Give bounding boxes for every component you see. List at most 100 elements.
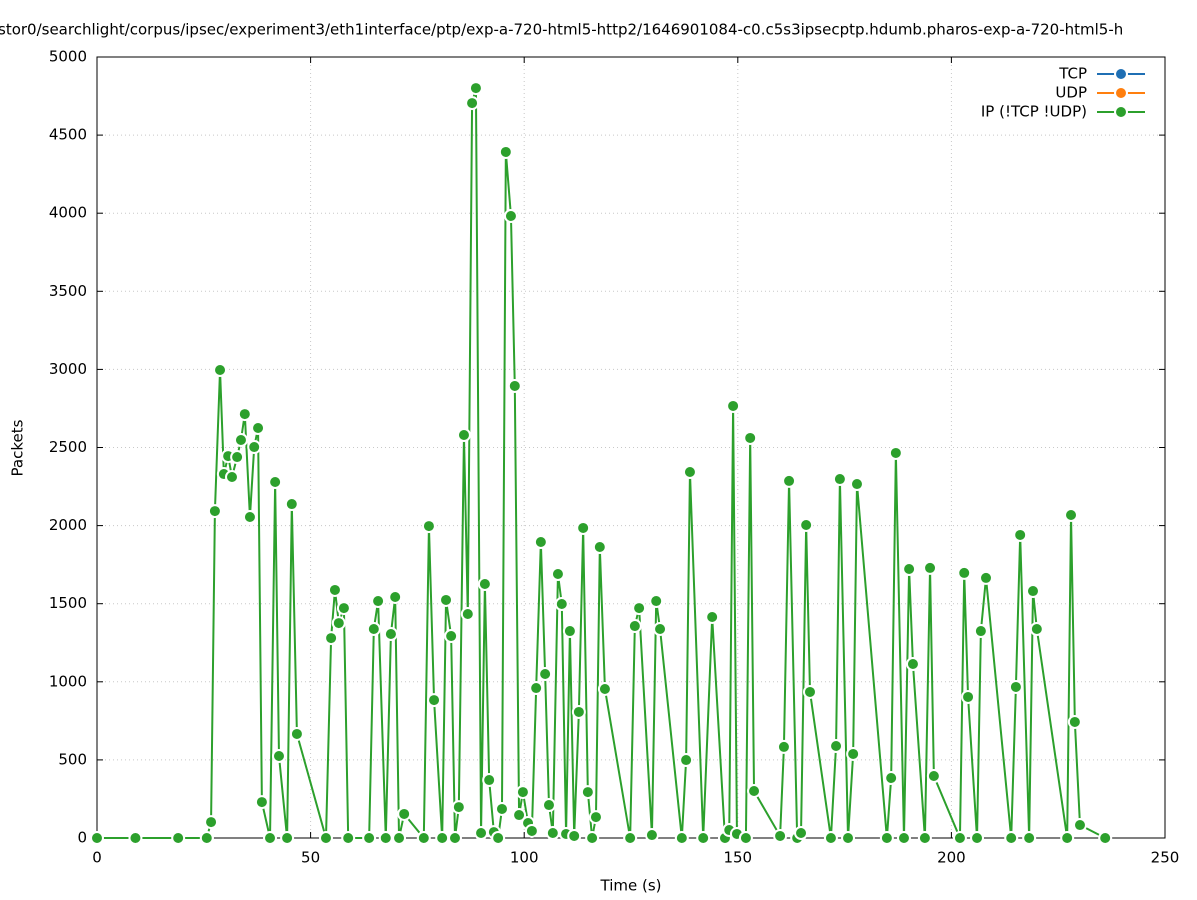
y-tick-label: 3500: [49, 282, 87, 300]
data-point: [383, 627, 398, 642]
x-tick-label: 0: [92, 849, 102, 867]
data-point: [952, 831, 967, 845]
data-point: [849, 477, 864, 492]
data-point: [1022, 831, 1037, 845]
data-point: [242, 510, 257, 525]
data-point: [427, 693, 442, 708]
data-point: [802, 684, 817, 699]
series-line: [97, 87, 1106, 842]
x-tick-label: 200: [937, 849, 966, 867]
data-point: [773, 828, 788, 843]
x-tick-label: 100: [510, 849, 539, 867]
data-point: [592, 539, 607, 554]
data-point: [1072, 818, 1087, 833]
data-point: [421, 519, 436, 534]
data-point: [491, 831, 506, 845]
legend-label: IP (!TCP !UDP): [981, 103, 1087, 121]
data-point: [280, 831, 295, 845]
data-point: [841, 831, 856, 845]
data-point: [1060, 831, 1075, 845]
data-point: [571, 704, 586, 719]
data-point: [230, 450, 245, 465]
y-tick-label: 4000: [49, 204, 87, 222]
data-point: [917, 831, 932, 845]
data-point: [550, 567, 565, 582]
data-point: [444, 629, 459, 644]
data-point: [435, 831, 450, 845]
legend-label: UDP: [1055, 84, 1087, 102]
data-point: [341, 831, 356, 845]
y-tick-label: 0: [77, 829, 87, 847]
data-point: [271, 748, 286, 763]
data-point: [597, 681, 612, 696]
data-point: [237, 407, 252, 422]
legend-label: TCP: [1058, 65, 1087, 83]
y-tick-label: 1000: [49, 672, 87, 690]
data-point: [973, 624, 988, 639]
data-point: [902, 562, 917, 577]
data-point: [799, 517, 814, 532]
data-point: [588, 810, 603, 825]
data-point: [397, 806, 412, 821]
data-point: [498, 144, 513, 159]
data-point: [1025, 584, 1040, 599]
data-point: [371, 594, 386, 609]
data-point: [336, 601, 351, 616]
data-point: [679, 753, 694, 768]
data-point: [562, 624, 577, 639]
data-point: [649, 594, 664, 609]
data-point: [726, 398, 741, 413]
data-point: [567, 828, 582, 843]
data-point: [378, 831, 393, 845]
x-tick-label: 50: [301, 849, 320, 867]
data-point: [524, 823, 539, 838]
data-point: [653, 622, 668, 637]
data-point: [204, 815, 219, 830]
data-point: [263, 831, 278, 845]
y-tick-label: 3000: [49, 360, 87, 378]
data-point: [776, 739, 791, 754]
data-point: [632, 601, 647, 616]
data-point: [268, 475, 283, 490]
y-tick-label: 5000: [49, 48, 87, 66]
data-point: [1008, 679, 1023, 694]
data-point: [627, 619, 642, 634]
legend-marker: [1114, 105, 1128, 119]
x-tick-label: 150: [723, 849, 752, 867]
data-point: [392, 831, 407, 845]
data-point: [1067, 714, 1082, 729]
data-point: [465, 96, 480, 111]
data-point: [644, 828, 659, 843]
x-axis-label: Time (s): [600, 877, 662, 895]
data-point: [474, 826, 489, 841]
data-point: [823, 831, 838, 845]
data-point: [439, 592, 454, 607]
data-point: [171, 831, 186, 845]
data-point: [318, 831, 333, 845]
data-point: [416, 831, 431, 845]
data-point: [1098, 831, 1113, 845]
data-point: [846, 746, 861, 761]
data-point: [888, 445, 903, 460]
data-point: [970, 831, 985, 845]
data-point: [545, 826, 560, 841]
data-point: [879, 831, 894, 845]
data-point: [905, 656, 920, 671]
data-point: [585, 831, 600, 845]
data-point: [494, 801, 509, 816]
data-point: [224, 470, 239, 485]
data-point: [1013, 527, 1028, 542]
data-point: [782, 473, 797, 488]
data-point: [896, 831, 911, 845]
y-tick-label: 4500: [49, 126, 87, 144]
y-tick-label: 500: [58, 750, 87, 768]
data-point: [388, 589, 403, 604]
data-point: [884, 771, 899, 786]
y-axis-label: Packets: [9, 419, 27, 476]
data-point: [682, 465, 697, 480]
data-point: [456, 428, 471, 443]
data-point: [926, 768, 941, 783]
y-tick-label: 2000: [49, 516, 87, 534]
data-point: [477, 577, 492, 592]
data-point: [289, 726, 304, 741]
